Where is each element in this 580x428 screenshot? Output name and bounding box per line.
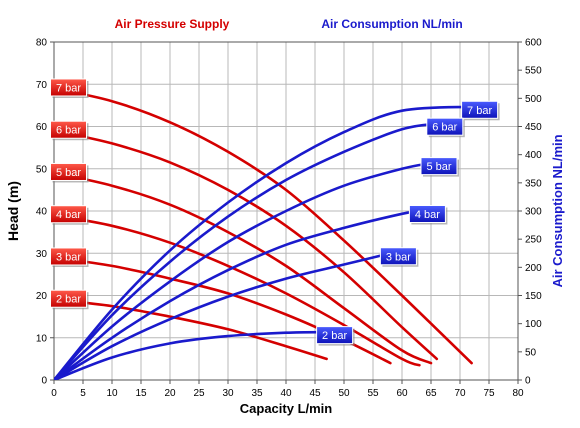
label-box <box>50 162 87 181</box>
y-tick-label: 40 <box>36 207 48 218</box>
y2-tick-label: 0 <box>525 376 531 387</box>
x-tick-label: 80 <box>512 388 524 399</box>
label-box <box>379 247 417 266</box>
consumption-line-7-bar <box>54 105 473 380</box>
label-box <box>316 326 354 345</box>
x-axis-ticks: 0 5 10 15 20 25 30 35 40 45 50 55 60 65 70 75 80 <box>51 380 524 399</box>
air-consumption-title: Air Consumption NL/min <box>321 17 462 31</box>
x-tick-label: 70 <box>454 388 466 399</box>
pressure-line-6-bar <box>54 129 439 361</box>
x-tick-label: 75 <box>483 388 495 399</box>
label-box-text: 4 bar <box>56 209 81 221</box>
y-tick-label: 10 <box>36 333 48 344</box>
x-tick-label: 40 <box>280 388 292 399</box>
consumption-line-2-bar <box>54 330 328 380</box>
y-tick-label: 50 <box>36 164 48 175</box>
x-tick-label: 0 <box>51 388 57 399</box>
x-tick-label: 45 <box>309 388 321 399</box>
consumption-line-4-bar <box>54 209 421 380</box>
label-box <box>426 117 464 136</box>
label-box-text: 2 bar <box>56 294 81 306</box>
y-tick-label: 30 <box>36 249 48 260</box>
label-box <box>50 247 87 266</box>
consumption-label: 5 bar <box>420 157 459 177</box>
y2-tick-label: 300 <box>525 207 542 218</box>
x-tick-label: 50 <box>338 388 350 399</box>
label-box-text: 7 bar <box>56 82 81 94</box>
consumption-line-3-bar <box>54 252 392 380</box>
pressure-line-4-bar <box>54 213 421 367</box>
air-pressure-supply-title: Air Pressure Supply <box>115 17 230 31</box>
label-box-text: 2 bar <box>322 330 347 342</box>
x-tick-label: 20 <box>164 388 176 399</box>
label-box <box>420 157 458 176</box>
y2-tick-label: 350 <box>525 178 542 189</box>
consumption-label: 4 bar <box>408 205 448 225</box>
y2-tick-label: 400 <box>525 150 542 161</box>
consumption-label: 6 bar <box>426 117 465 138</box>
x-tick-label: 35 <box>251 388 263 399</box>
x-tick-label: 5 <box>80 388 86 399</box>
y2-tick-label: 500 <box>525 94 542 105</box>
pressure-label: 2 bar <box>50 289 89 310</box>
y-tick-label: 0 <box>41 376 47 387</box>
label-box <box>408 205 446 223</box>
label-box <box>50 78 87 97</box>
x-tick-label: 25 <box>193 388 205 399</box>
label-box-text: 3 bar <box>386 251 411 263</box>
y2-axis-ticks: 0 50 100 150 200 250 300 350 400 450 500 550 600 <box>518 38 542 387</box>
y2-axis-title: Air Consumption NL/min <box>550 134 565 287</box>
y-tick-label: 20 <box>36 291 48 302</box>
label-box-text: 3 bar <box>56 251 81 263</box>
pressure-line-2-bar <box>54 298 328 361</box>
label-box-text: 5 bar <box>426 161 451 173</box>
x-tick-label: 60 <box>396 388 408 399</box>
x-tick-label: 55 <box>367 388 379 399</box>
y-axis-title: Head (m) <box>5 181 21 241</box>
x-tick-label: 30 <box>222 388 234 399</box>
y2-tick-label: 50 <box>525 347 537 358</box>
x-axis-title: Capacity L/min <box>240 401 333 416</box>
y-tick-label: 80 <box>36 38 48 49</box>
consumption-label: 3 bar <box>379 247 419 267</box>
label-box-text: 6 bar <box>56 125 81 137</box>
y2-tick-label: 200 <box>525 263 542 274</box>
label-box-text: 4 bar <box>415 209 440 221</box>
x-tick-label: 15 <box>135 388 147 399</box>
y2-tick-label: 600 <box>525 38 542 49</box>
pressure-label: 7 bar <box>50 78 89 98</box>
label-box <box>50 205 87 224</box>
label-box-text: 5 bar <box>56 167 81 179</box>
pressure-label: 3 bar <box>50 247 89 267</box>
consumption-line-6-bar <box>54 122 439 380</box>
pressure-label: 4 bar <box>50 205 89 225</box>
x-tick-label: 10 <box>106 388 118 399</box>
series-labels: 7 bar 6 bar 5 bar 4 bar 3 bar 2 bar 7 bar 6 bar… <box>50 78 500 346</box>
label-box <box>461 100 499 119</box>
y-tick-label: 60 <box>36 122 48 133</box>
pressure-line-5-bar <box>54 171 433 365</box>
y-tick-label: 70 <box>36 80 48 91</box>
label-box-text: 6 bar <box>432 122 457 134</box>
y2-tick-label: 450 <box>525 122 542 133</box>
consumption-label: 2 bar <box>316 326 355 346</box>
y2-tick-label: 150 <box>525 291 542 302</box>
label-box <box>50 120 87 139</box>
series-lines <box>54 87 473 380</box>
x-tick-label: 65 <box>425 388 437 399</box>
pressure-label: 6 bar <box>50 120 89 141</box>
pressure-label: 5 bar <box>50 162 89 183</box>
consumption-line-5-bar <box>54 161 433 380</box>
y2-tick-label: 550 <box>525 66 542 77</box>
consumption-label: 7 bar <box>461 100 500 121</box>
label-box <box>50 289 87 308</box>
y2-tick-label: 100 <box>525 319 542 330</box>
y2-tick-label: 250 <box>525 235 542 246</box>
label-box-text: 7 bar <box>467 105 492 117</box>
